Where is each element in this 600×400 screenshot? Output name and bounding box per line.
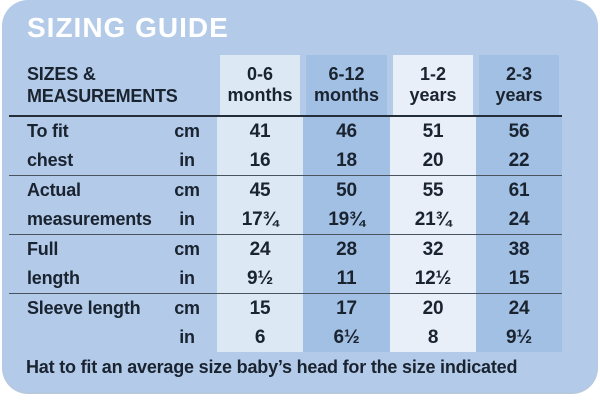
value-cell: 18 — [303, 146, 390, 175]
value-cell: 32 — [390, 235, 476, 264]
row-divider — [9, 175, 562, 176]
value-cell: 6½ — [303, 323, 390, 352]
value-cell: 17 — [303, 294, 390, 323]
value-cell: 6 — [217, 323, 303, 352]
value-cell: 28 — [303, 235, 390, 264]
corner-header-line2: MEASUREMENTS — [27, 86, 178, 106]
value-cell: 15 — [476, 264, 562, 293]
sizing-table: SIZES & MEASUREMENTS 0-6 months 6-12 mon… — [9, 55, 562, 352]
value-cell: 41 — [217, 117, 303, 146]
page-title: SIZING GUIDE — [27, 12, 229, 43]
unit-cell: cm — [174, 180, 200, 200]
value-cell: 38 — [476, 235, 562, 264]
value-cell: 20 — [390, 146, 476, 175]
value-cell: 45 — [217, 176, 303, 205]
value-cell: 11 — [303, 264, 390, 293]
value-cell: 56 — [476, 117, 562, 146]
column-unit: years — [495, 85, 543, 105]
column-header-2-3-years: 2-3 years — [479, 55, 559, 115]
unit-cell: in — [179, 150, 195, 170]
value-cell: 22 — [476, 146, 562, 175]
unit-cell: in — [179, 209, 195, 229]
row-label-length: length — [27, 268, 80, 288]
column-header-6-12-months: 6-12 months — [306, 55, 387, 115]
unit-cell: in — [179, 327, 195, 347]
value-cell: 24 — [476, 294, 562, 323]
value-cell: 20 — [390, 294, 476, 323]
header-divider — [9, 115, 562, 117]
value-cell: 21¾ — [390, 205, 476, 234]
value-cell: 12½ — [390, 264, 476, 293]
column-unit: years — [409, 85, 457, 105]
value-cell: 51 — [390, 117, 476, 146]
column-unit: months — [314, 85, 379, 105]
column-range: 0-6 — [246, 64, 273, 85]
value-cell: 46 — [303, 117, 390, 146]
row-label-measurements: measurements — [27, 209, 152, 229]
unit-cell: cm — [174, 239, 200, 259]
value-cell: 8 — [390, 323, 476, 352]
row-label-to-fit: To fit — [27, 121, 69, 141]
column-header-0-6-months: 0-6 months — [220, 55, 300, 115]
value-cell: 17¾ — [217, 205, 303, 234]
row-label-full: Full — [27, 239, 59, 259]
value-cell: 61 — [476, 176, 562, 205]
value-cell: 19¾ — [303, 205, 390, 234]
hat-note: Hat to fit an average size baby’s head f… — [26, 357, 518, 377]
unit-cell: cm — [174, 298, 200, 318]
value-cell: 16 — [217, 146, 303, 175]
value-cell: 24 — [476, 205, 562, 234]
row-divider — [9, 293, 562, 294]
column-range: 2-3 — [505, 64, 532, 85]
value-cell: 24 — [217, 235, 303, 264]
value-cell: 55 — [390, 176, 476, 205]
row-label-sleeve-length: Sleeve length — [27, 298, 141, 318]
value-cell: 50 — [303, 176, 390, 205]
unit-cell: cm — [174, 121, 200, 141]
column-range: 6-12 — [328, 64, 365, 85]
sizing-guide-card: SIZING GUIDE SIZES & MEASUREMENTS 0-6 mo… — [2, 0, 598, 392]
row-label-actual: Actual — [27, 180, 81, 200]
value-cell: 15 — [217, 294, 303, 323]
value-cell: 9½ — [476, 323, 562, 352]
row-label-blank — [9, 323, 157, 352]
column-unit: months — [227, 85, 293, 105]
value-cell: 9½ — [217, 264, 303, 293]
row-divider — [9, 234, 562, 235]
table-corner-header: SIZES & MEASUREMENTS — [9, 55, 217, 115]
column-header-1-2-years: 1-2 years — [393, 55, 473, 115]
row-label-chest: chest — [27, 150, 74, 170]
unit-cell: in — [179, 268, 195, 288]
corner-header-line1: SIZES & — [27, 63, 96, 84]
column-range: 1-2 — [419, 64, 446, 85]
